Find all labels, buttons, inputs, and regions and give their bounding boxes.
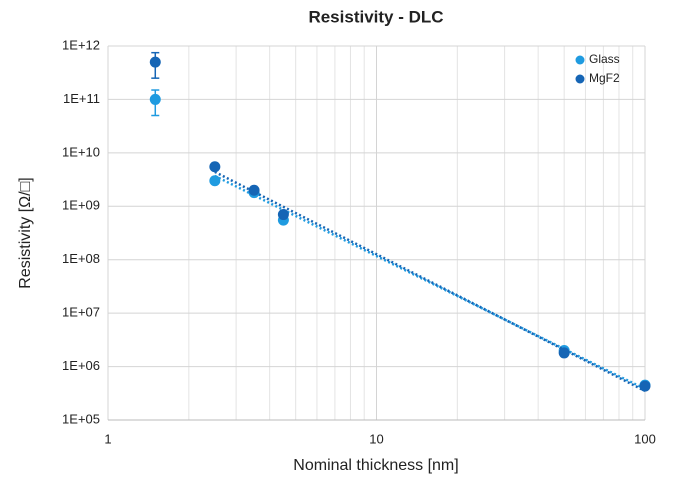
chart-title: Resistivity - DLC xyxy=(308,7,443,26)
y-tick-label: 1E+12 xyxy=(62,37,100,52)
point xyxy=(639,380,651,392)
point xyxy=(149,56,161,68)
point xyxy=(149,93,161,105)
trendline xyxy=(214,174,646,391)
x-tick-label: 100 xyxy=(634,431,656,446)
point xyxy=(277,209,289,221)
x-tick-label: 1 xyxy=(104,431,111,446)
x-tick-label: 10 xyxy=(369,431,383,446)
y-tick-label: 1E+06 xyxy=(62,358,100,373)
point xyxy=(209,175,221,187)
x-axis-label: Nominal thickness [nm] xyxy=(293,457,458,474)
y-axis-label: Resistivity [Ω/□] xyxy=(17,177,34,288)
y-tick-label: 1E+07 xyxy=(62,305,100,320)
legend-label: MgF2 xyxy=(589,71,620,85)
y-tick-label: 1E+11 xyxy=(63,91,100,106)
legend-label: Glass xyxy=(589,52,620,66)
point xyxy=(248,184,260,196)
point xyxy=(558,347,570,359)
point xyxy=(209,161,221,173)
y-tick-label: 1E+08 xyxy=(62,251,100,266)
trendline xyxy=(214,170,646,393)
y-tick-label: 1E+09 xyxy=(62,198,100,213)
legend-marker xyxy=(575,74,585,84)
legend-marker xyxy=(575,55,585,65)
y-tick-label: 1E+05 xyxy=(62,411,100,426)
y-tick-label: 1E+10 xyxy=(62,144,100,159)
